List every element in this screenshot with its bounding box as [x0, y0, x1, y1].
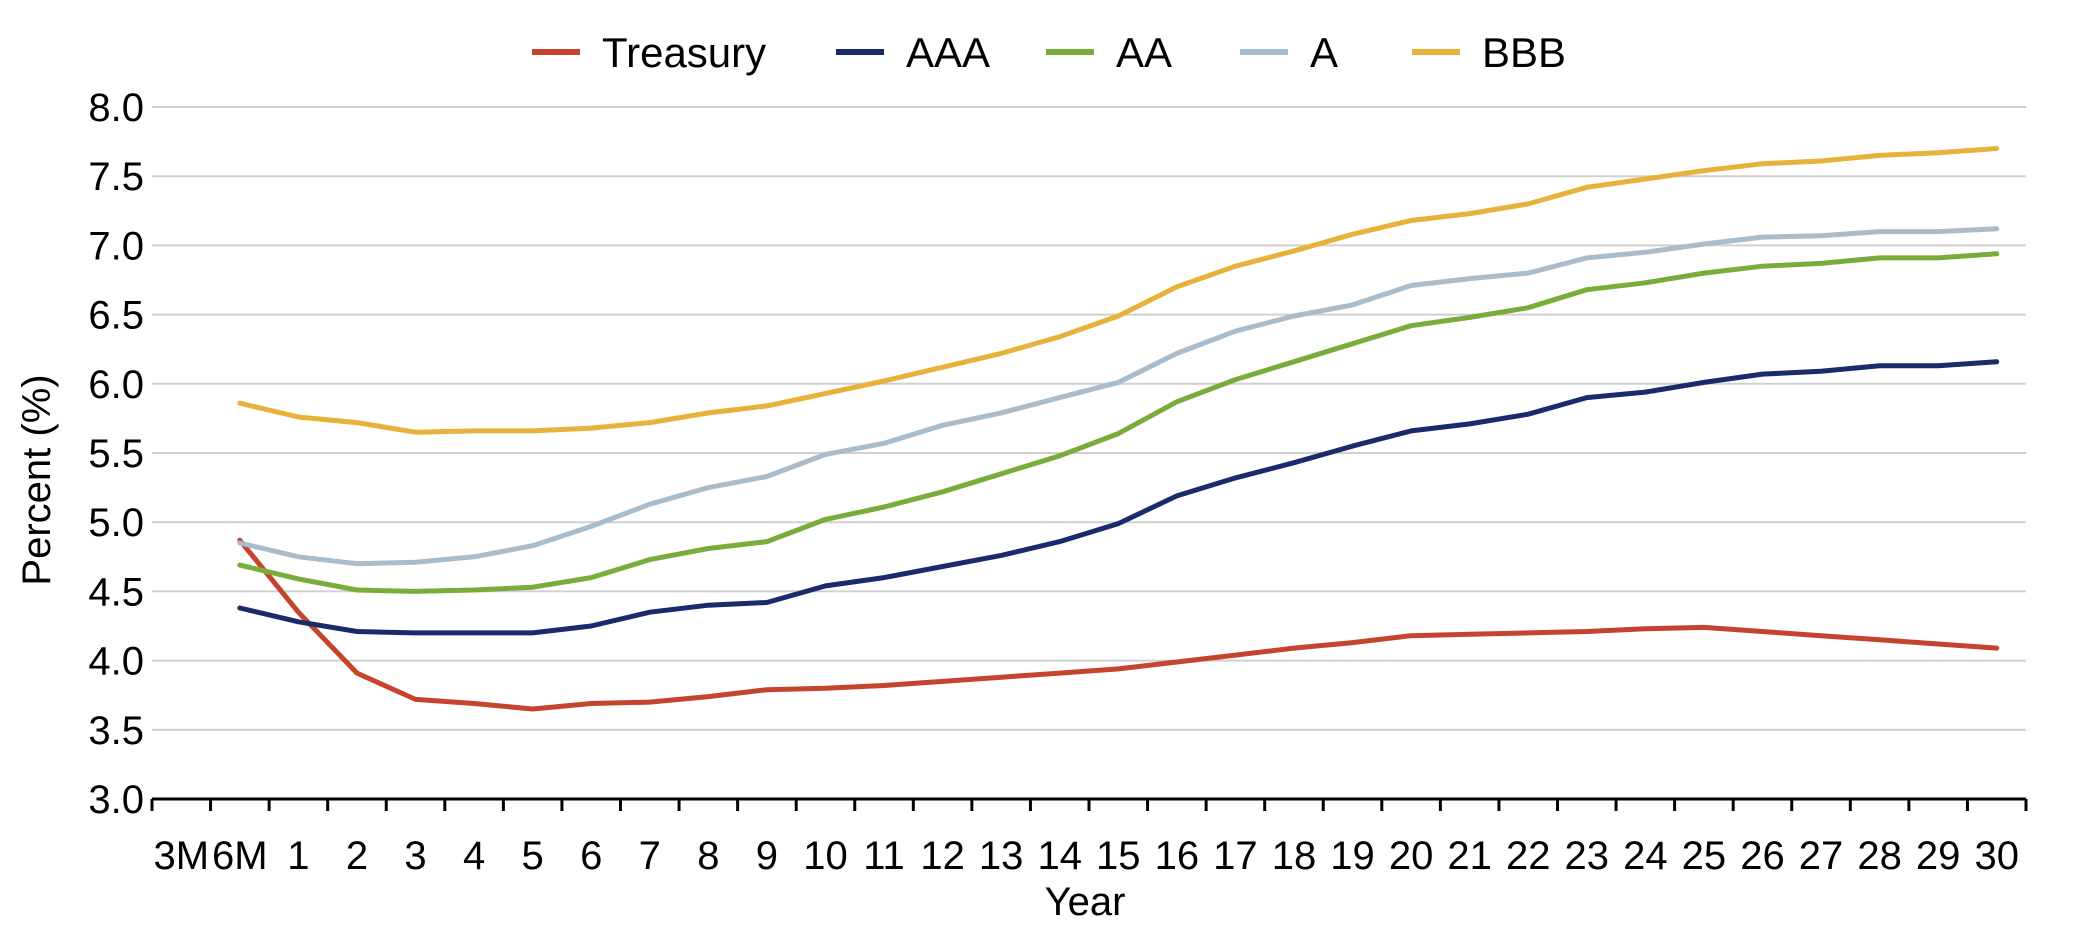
series-lines	[237, 146, 2000, 712]
x-tick-label: 10	[803, 834, 848, 878]
x-tick-label: 22	[1506, 834, 1551, 878]
x-tick-label: 3	[404, 834, 426, 878]
x-tick-label: 19	[1330, 834, 1375, 878]
y-tick-label: 8.0	[88, 86, 144, 130]
x-tick-label: 15	[1096, 834, 1141, 878]
x-tick-label: 8	[697, 834, 719, 878]
x-tick-label: 5	[522, 834, 544, 878]
y-tick-label: 7.5	[88, 155, 144, 199]
x-tick-label: 18	[1272, 834, 1317, 878]
y-tick-label: 5.5	[88, 432, 144, 476]
x-tick-label: 3M	[153, 834, 209, 878]
legend-label-a: A	[1310, 29, 1338, 76]
x-tick-label: 13	[979, 834, 1024, 878]
x-tick-label: 21	[1447, 834, 1492, 878]
x-tick-label: 24	[1623, 834, 1668, 878]
x-axis-title: Year	[1045, 880, 1126, 924]
x-tick-label: 17	[1213, 834, 1258, 878]
series-line-bbb	[237, 146, 2000, 435]
x-tick-label: 6M	[212, 834, 268, 878]
y-tick-label: 6.5	[88, 294, 144, 338]
series-line-aa	[237, 251, 2000, 594]
y-tick-label: 6.0	[88, 363, 144, 407]
y-tick-label: 4.0	[88, 640, 144, 684]
x-tick-label: 28	[1857, 834, 1902, 878]
y-tick-label: 4.5	[88, 570, 144, 614]
y-tick-label: 5.0	[88, 501, 144, 545]
x-tick-label: 27	[1799, 834, 1844, 878]
x-tick-label: 29	[1916, 834, 1961, 878]
series-line-aaa	[237, 359, 2000, 636]
series-line-a	[237, 226, 2000, 567]
gridlines	[152, 106, 2026, 731]
x-tick-label: 1	[287, 834, 309, 878]
x-tick-label: 23	[1565, 834, 1610, 878]
y-tick-label: 7.0	[88, 224, 144, 268]
x-tick-label: 16	[1155, 834, 1200, 878]
y-tick-label: 3.5	[88, 709, 144, 753]
x-tick-label: 12	[920, 834, 965, 878]
x-tick-label: 30	[1974, 834, 2019, 878]
y-tick-label: 3.0	[88, 778, 144, 822]
x-axis: 3M 6M 1 2 3 4 5 6 7 8 9 10 11 12 13 14 15 16 17 18 19 20 21 22 2…	[150, 797, 2028, 878]
x-tick-label: 9	[756, 834, 778, 878]
y-axis-ticks: 8.0 7.5 7.0 6.5 6.0 5.5 5.0 4.5 4.0 3.5 3.0	[88, 86, 144, 822]
legend: Treasury AAA AA A BBB	[532, 29, 1566, 76]
x-tick-label: 6	[580, 834, 602, 878]
legend-label-treasury: Treasury	[602, 29, 766, 76]
x-tick-label: 14	[1037, 834, 1082, 878]
legend-label-aa: AA	[1116, 29, 1172, 76]
series-line-treasury	[237, 537, 2000, 712]
legend-label-bbb: BBB	[1482, 29, 1566, 76]
x-tick-label: 2	[346, 834, 368, 878]
x-tick-label: 25	[1682, 834, 1727, 878]
x-tick-label: 20	[1389, 834, 1434, 878]
x-tick-label: 11	[863, 834, 905, 878]
x-tick-label: 7	[639, 834, 661, 878]
legend-label-aaa: AAA	[906, 29, 990, 76]
y-axis-title: Percent (%)	[15, 374, 59, 585]
x-tick-label: 4	[463, 834, 485, 878]
x-tick-label: 26	[1740, 834, 1785, 878]
